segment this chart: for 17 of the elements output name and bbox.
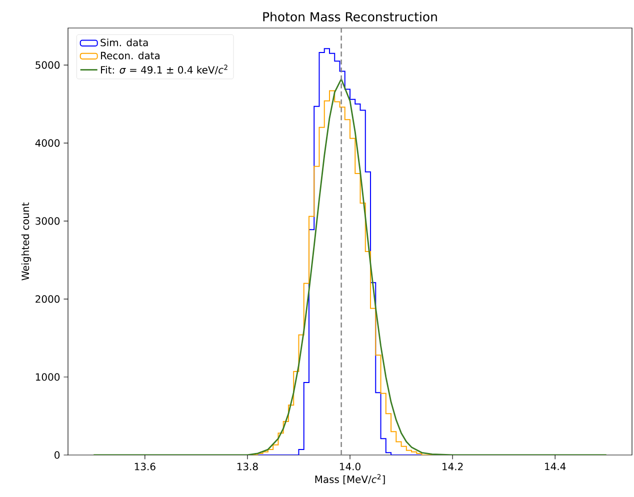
legend-label: Fit: σ = 49.1 ± 0.4 keV/c$^{2}$ bbox=[101, 64, 228, 74]
y-tick-label: 0 bbox=[54, 451, 60, 459]
chart-title: Photon Mass Reconstruction bbox=[263, 12, 437, 22]
legend-label: Recon. data bbox=[101, 52, 160, 60]
x-tick-label: 14.0 bbox=[340, 462, 360, 470]
y-tick-label: 2000 bbox=[36, 295, 60, 303]
x-tick-label: 14.4 bbox=[545, 462, 566, 470]
x-axis-title: Mass [MeV/c$^{2}$] bbox=[315, 474, 385, 484]
x-tick-label: 13.6 bbox=[134, 462, 156, 470]
legend-label: Sim. data bbox=[100, 38, 148, 46]
y-tick-label: 5000 bbox=[36, 61, 60, 69]
y-axis-title: Weighted count bbox=[21, 202, 32, 280]
x-tick-label: 13.8 bbox=[237, 462, 258, 470]
y-tick-label: 3000 bbox=[36, 217, 60, 225]
y-tick-label: 4000 bbox=[35, 139, 60, 147]
x-tick-label: 14.2 bbox=[442, 462, 463, 470]
y-tick-label: 1000 bbox=[36, 373, 60, 381]
